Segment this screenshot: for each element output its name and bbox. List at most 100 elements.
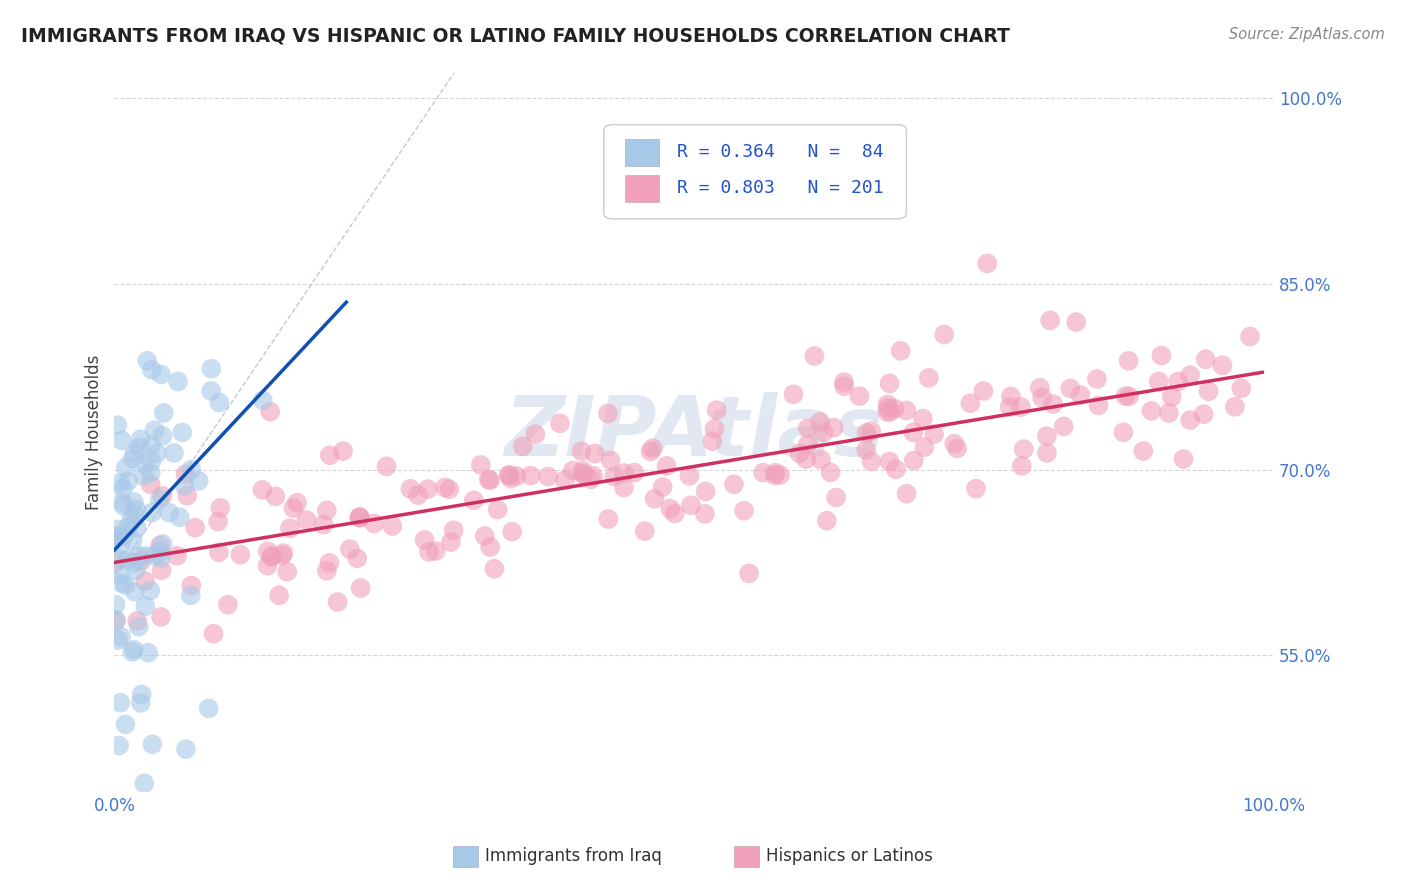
Point [876, 405, 898, 419]
Point [548, 417, 571, 431]
Point [150, 368, 173, 382]
Point [127, 614, 149, 628]
Point [640, 444, 662, 458]
Point [498, 468, 520, 483]
Point [141, 362, 163, 376]
Point [1059, 381, 1081, 395]
Text: R = 0.803   N = 201: R = 0.803 N = 201 [676, 179, 883, 197]
Point [765, 466, 787, 480]
Point [173, 479, 195, 493]
Point [463, 493, 485, 508]
Point [124, 446, 146, 460]
Point [823, 420, 845, 434]
Point [876, 397, 898, 411]
Point [524, 427, 547, 442]
Point [180, 589, 202, 603]
Point [738, 566, 761, 581]
Point [896, 403, 918, 417]
Point [1173, 452, 1195, 467]
Point [128, 549, 150, 563]
Point [318, 556, 340, 570]
Point [1195, 352, 1218, 367]
Point [598, 512, 620, 526]
Point [149, 544, 172, 558]
Point [141, 737, 163, 751]
Point [122, 508, 145, 522]
Point [679, 499, 702, 513]
Point [122, 642, 145, 657]
Point [554, 473, 576, 487]
Point [143, 423, 166, 437]
Point [349, 510, 371, 524]
Point [399, 482, 422, 496]
Point [153, 406, 176, 420]
Point [319, 448, 342, 462]
Point [1198, 384, 1220, 399]
Point [499, 472, 522, 486]
Point [375, 459, 398, 474]
Point [381, 519, 404, 533]
Point [202, 626, 225, 640]
Point [425, 544, 447, 558]
Point [1160, 390, 1182, 404]
Point [634, 524, 657, 538]
Point [860, 454, 883, 468]
Point [1178, 413, 1201, 427]
Point [136, 646, 159, 660]
Point [259, 405, 281, 419]
Point [972, 384, 994, 398]
Point [276, 565, 298, 579]
Point [229, 548, 252, 562]
Point [180, 463, 202, 477]
Point [114, 717, 136, 731]
Point [260, 549, 283, 564]
Point [695, 484, 717, 499]
Point [693, 507, 716, 521]
Point [763, 468, 786, 483]
Point [136, 353, 159, 368]
Point [139, 438, 162, 452]
Point [1087, 398, 1109, 412]
Point [217, 598, 239, 612]
Point [1118, 389, 1140, 403]
Point [121, 533, 143, 548]
Point [350, 581, 373, 595]
Point [478, 473, 501, 487]
Point [505, 469, 527, 483]
Point [434, 480, 457, 494]
Point [571, 444, 593, 458]
Point [613, 481, 636, 495]
Point [1053, 419, 1076, 434]
Point [107, 529, 129, 543]
Point [115, 553, 138, 567]
Point [114, 578, 136, 592]
Point [169, 510, 191, 524]
Point [664, 507, 686, 521]
Point [107, 633, 129, 648]
Text: Source: ZipAtlas.com: Source: ZipAtlas.com [1229, 27, 1385, 42]
Point [572, 464, 595, 478]
Point [1180, 368, 1202, 382]
Point [104, 613, 127, 627]
Point [124, 584, 146, 599]
Point [269, 588, 291, 602]
Point [157, 506, 180, 520]
Point [890, 343, 912, 358]
Point [965, 482, 987, 496]
Point [252, 393, 274, 408]
Point [603, 469, 626, 483]
Point [1012, 442, 1035, 456]
Point [883, 401, 905, 416]
Point [440, 535, 463, 549]
Point [104, 533, 127, 547]
Point [1011, 458, 1033, 473]
Point [706, 403, 728, 417]
Point [129, 554, 152, 568]
Point [1140, 404, 1163, 418]
Point [184, 520, 207, 534]
Point [208, 545, 231, 559]
Point [803, 349, 825, 363]
Point [260, 549, 283, 563]
Point [879, 376, 901, 391]
Point [702, 434, 724, 448]
